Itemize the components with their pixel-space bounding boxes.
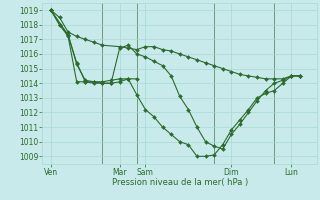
X-axis label: Pression niveau de la mer( hPa ): Pression niveau de la mer( hPa ) [112,178,248,187]
